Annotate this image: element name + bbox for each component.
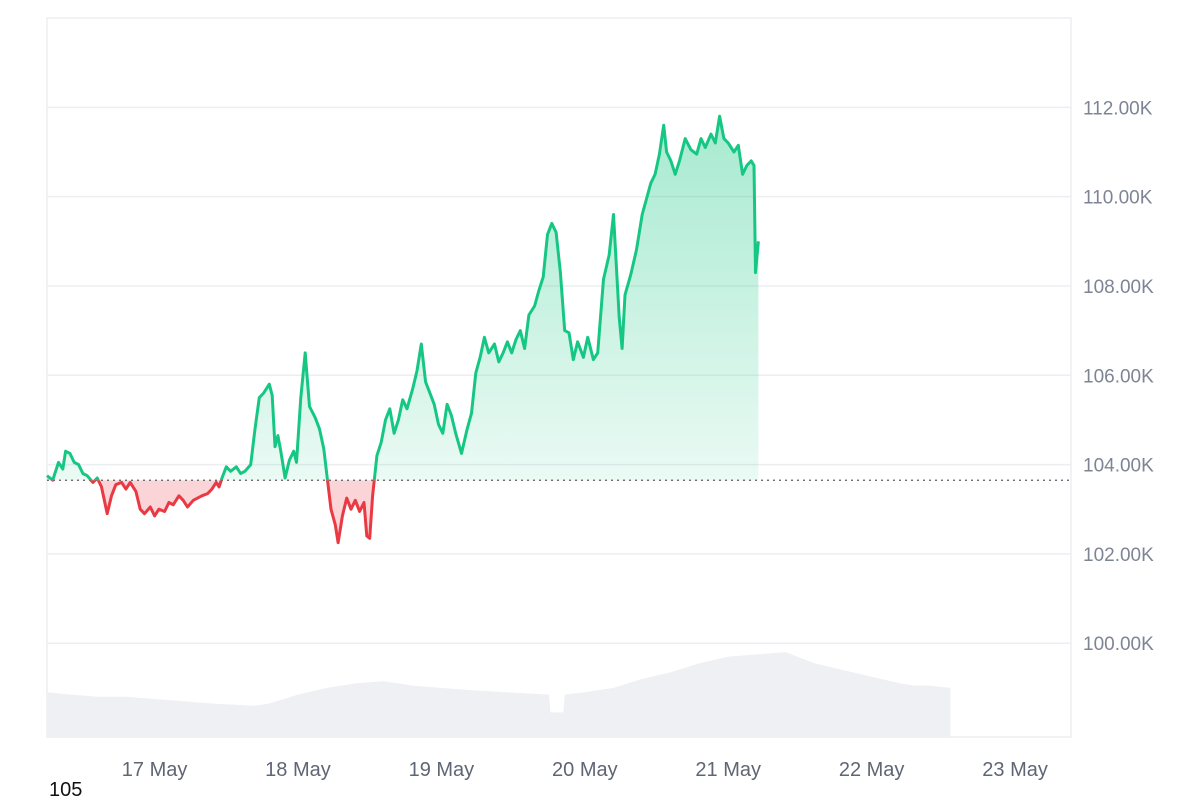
x-tick-label: 18 May: [265, 759, 331, 781]
price-line-up: [46, 114, 760, 481]
y-tick-label: 108.00K: [1083, 277, 1154, 298]
y-tick-label: 106.00K: [1083, 366, 1154, 387]
area-layer: [47, 116, 759, 543]
price-line-down: [50, 480, 376, 545]
y-tick-label: 110.00K: [1083, 188, 1153, 209]
volume-area: [47, 652, 951, 737]
x-tick-label: 20 May: [552, 759, 618, 781]
x-tick-label: 22 May: [839, 759, 905, 781]
y-tick-label: 112.00K: [1083, 98, 1153, 119]
y-tick-label: 104.00K: [1083, 456, 1154, 477]
x-tick-label: 19 May: [409, 759, 475, 781]
line-layer: [46, 114, 760, 545]
x-tick-label: 17 May: [122, 759, 188, 781]
area-below-baseline: [91, 480, 375, 543]
y-axis: 100.00K 102.00K 104.00K 106.00K 108.00K 110.0…: [1083, 98, 1154, 655]
y-tick-label: 100.00K: [1083, 634, 1154, 655]
x-axis: 17 May 18 May 19 May 20 May 21 May 22 May 23 M…: [122, 759, 1048, 781]
volume-layer: [47, 652, 951, 737]
x-tick-label: 21 May: [695, 759, 761, 781]
area-above-baseline: [47, 116, 759, 481]
x-tick-label: 23 May: [982, 759, 1048, 781]
y-tick-label: 102.00K: [1083, 545, 1154, 566]
corner-label: 105: [49, 779, 83, 801]
